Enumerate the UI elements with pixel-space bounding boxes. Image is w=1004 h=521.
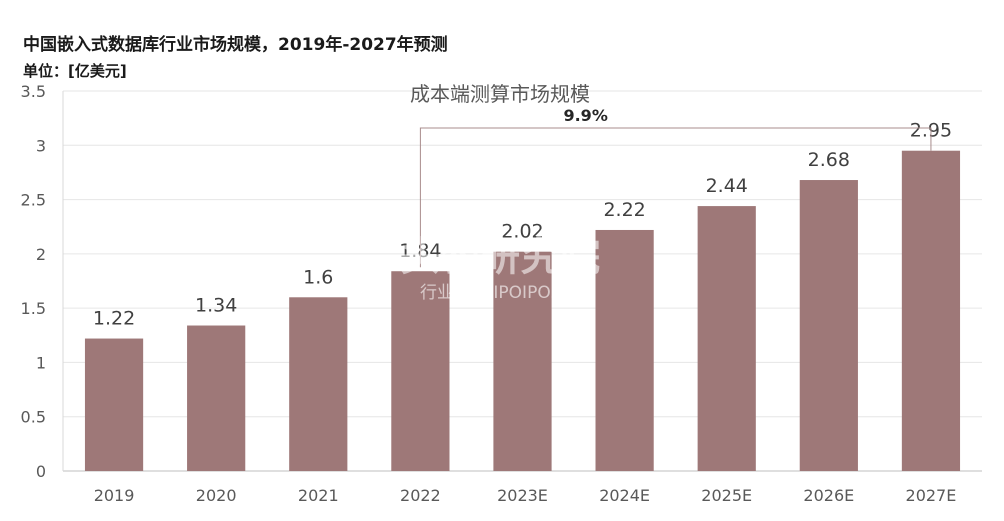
bar [493,251,552,471]
bar [289,297,348,471]
watermark: 头豹研究院 行业报告 IPOIPO.CN [400,234,600,303]
y-tick-label: 0 [36,462,46,481]
bar [391,271,450,471]
bar [84,338,144,471]
data-label: 2.44 [706,175,748,197]
chart-subtitle: 成本端测算市场规模 [410,82,590,106]
x-tick-label: 2021 [298,486,339,505]
x-tick-label: 2022 [400,486,441,505]
watermark-logo-text: 头豹研究院 [400,234,600,280]
x-tick-label: 2024E [599,486,650,505]
bars: 1.221.341.61.842.022.222.442.682.95 [84,120,961,472]
y-tick-label: 2 [36,245,46,264]
bar [187,325,246,471]
bar [595,229,654,471]
x-tick-label: 2019 [94,486,135,505]
x-tick-label: 2020 [196,486,237,505]
data-label: 1.6 [303,266,333,288]
x-tick-label: 2027E [906,486,957,505]
x-tick-label: 2026E [803,486,854,505]
x-tick-label: 2023E [497,486,548,505]
x-tick-label: 2025E [701,486,752,505]
bar [799,180,858,471]
y-tick-label: 1.5 [21,299,46,318]
y-tick-label: 1 [36,353,46,372]
data-label: 2.68 [808,149,850,171]
chart-title: 中国嵌入式数据库行业市场规模，2019年-2027年预测 [23,34,448,55]
y-tick-label: 0.5 [21,408,46,427]
bar [901,150,961,471]
data-label: 2.02 [501,221,543,243]
y-axis: 0 0.5 1 1.5 2 2.5 3 3.5 [21,82,46,481]
y-tick-label: 3.5 [21,82,46,101]
unit-label: 单位：[亿美元] [23,62,127,80]
data-label: 1.34 [195,295,237,317]
y-tick-label: 2.5 [21,191,46,210]
bar [697,206,756,472]
cagr-annotation: 9.9% [419,106,932,268]
cagr-bracket [419,127,932,268]
x-tick-labels: 2019 2020 2021 2022 2023E 2024E 2025E 2026E 2027… [94,486,957,505]
data-label: 2.22 [603,199,645,221]
y-tick-label: 3 [36,136,46,155]
watermark-url: 行业报告 IPOIPO.CN [420,283,580,303]
cagr-label: 9.9% [563,106,607,125]
data-label: 1.22 [93,308,135,330]
